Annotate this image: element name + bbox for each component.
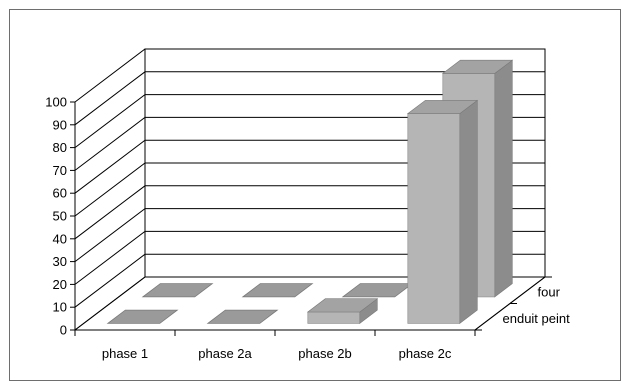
y-tick-label: 30: [53, 254, 67, 269]
y-tick-label: 80: [53, 140, 67, 155]
y-tick-label: 10: [53, 300, 67, 315]
bar: [141, 283, 214, 298]
bar: [406, 99, 479, 325]
bar-top-face: [341, 283, 414, 298]
bar-top-face: [406, 100, 479, 114]
series-label: enduit peint: [503, 311, 571, 326]
bar-front-face: [407, 113, 461, 324]
bar-side-face: [459, 99, 478, 325]
gridline: [74, 48, 545, 103]
gridline: [74, 71, 545, 126]
x-tick-label: phase 1: [102, 346, 148, 361]
bar: [341, 283, 414, 298]
y-tick-label: 20: [53, 277, 67, 292]
bar-side-face: [494, 59, 513, 298]
y-tick-label: 70: [53, 163, 67, 178]
y-tick-label: 0: [60, 323, 67, 338]
axis-labels: 0 10 20 30 40 50 60 70 80 90 100 phase 1 phase 2a pha…: [45, 95, 570, 362]
y-tick-label: 40: [53, 231, 67, 246]
bar-top-face: [141, 283, 214, 298]
bar-top-face: [106, 309, 179, 324]
bar-top-face: [306, 298, 379, 313]
bar-front-face: [307, 311, 361, 324]
axes: [70, 101, 552, 336]
bar-top-face: [206, 309, 279, 324]
bar: [106, 309, 179, 324]
series-label: four: [538, 284, 561, 299]
x-tick-label: phase 2a: [198, 346, 252, 361]
x-tick-label: phase 2b: [298, 346, 352, 361]
x-tick-label: phase 2c: [399, 346, 452, 361]
y-tick-label: 90: [53, 117, 67, 132]
bar: [306, 298, 379, 325]
y-tick-label: 60: [53, 186, 67, 201]
bar: [206, 309, 279, 324]
gridline: [74, 94, 545, 148]
bars: [106, 59, 514, 325]
y-tick-label: 50: [53, 209, 67, 224]
bar: [241, 283, 314, 298]
bar-top-face: [441, 59, 514, 74]
y-tick-label: 100: [45, 95, 67, 110]
bar-top-face: [241, 283, 314, 298]
